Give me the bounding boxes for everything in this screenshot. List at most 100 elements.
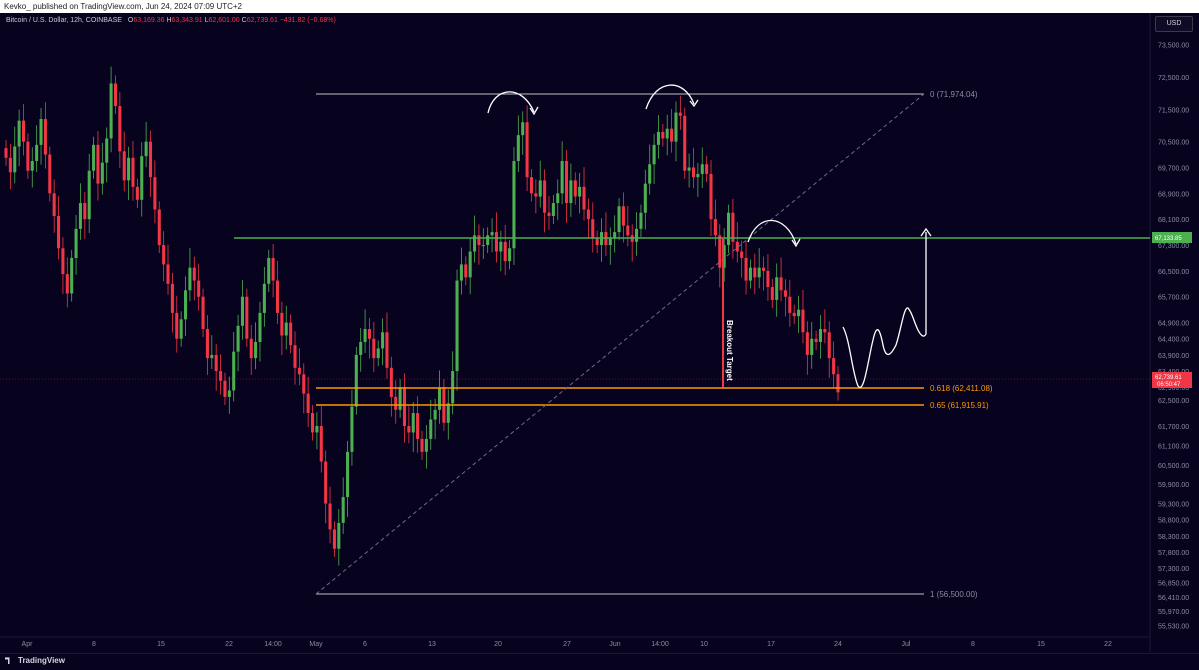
candle-body [473,235,477,252]
candle-body [26,141,30,171]
candle-body [621,206,625,226]
price-axis[interactable]: 73,500.00 72,500.00 71,500.00 70,500.00 69,7… [1158,43,1189,631]
y-tick-label: 58,300.00 [1158,534,1189,541]
y-tick-label: 65,700.00 [1158,295,1189,302]
candle-body [328,503,332,530]
candle-body [775,277,779,300]
candle-body [205,329,209,359]
candle-body [626,225,630,236]
fib-618-label: 0.618 (62,411.08) [930,384,993,393]
candle-body [709,173,713,220]
candle-body [744,257,748,281]
tradingview-brand: TradingView [18,656,65,665]
candle-body [306,393,310,414]
candle-body [433,409,437,420]
candle-body [748,267,752,281]
x-tick-label: 10 [700,641,708,648]
y-tick-label: 64,400.00 [1158,337,1189,344]
candle-body [534,193,538,197]
x-tick-label: 6 [363,641,367,648]
candle-body [394,396,398,410]
candle-body [766,270,770,288]
candle-body [402,387,407,426]
y-tick-label: 68,900.00 [1158,191,1189,198]
candle-body [722,245,726,268]
currency-button[interactable]: USD [1155,16,1193,32]
y-tick-label: 60,500.00 [1158,463,1189,470]
candle-body [236,325,240,352]
candle-body [179,319,183,339]
time-axis[interactable]: Apr 8 15 22 14:00 May 6 13 20 27 Jun 14:00 10 17 24 Jul… [22,641,1112,648]
x-tick-label: 20 [494,641,502,648]
candle-body [61,248,65,275]
projection-path [842,232,927,389]
candle-body [740,251,744,258]
publisher-bar: Kevko_ published on TradingView.com, Jun… [0,0,1199,13]
candle-body [674,112,678,142]
x-tick-label: 24 [834,641,842,648]
candle-body [350,406,354,452]
x-tick-label: May [309,641,323,648]
candle-body [153,177,157,210]
candle-body [184,290,188,320]
x-tick-label: 14:00 [264,641,282,648]
candle-body [753,267,757,278]
countdown-text: 06:50:47 [1157,382,1181,388]
candle-body [416,413,420,439]
candle-body [608,238,612,246]
candle-body [503,241,507,262]
candle-body [219,371,223,381]
y-tick-label: 62,900.00 [1158,385,1189,392]
candle-body [359,341,363,355]
candle-body [48,154,52,194]
candle-body [92,144,96,171]
candle-body [192,267,196,281]
candle-body [105,138,109,163]
candle-body [398,387,402,410]
candle-body [74,228,78,258]
candle-body [420,438,424,452]
y-tick-label: 56,850.00 [1158,581,1189,588]
candle-body [792,312,796,317]
candle-body [289,322,293,346]
candle-body [718,235,722,268]
candle-body [726,212,731,246]
open-value: 63,169.36 [133,17,165,24]
tradingview-logo[interactable]: TradingView [5,656,65,665]
candle-body [43,119,47,155]
candle-body [122,151,126,181]
y-tick-label: 57,300.00 [1158,566,1189,573]
drawings: 0 (71,974.04) 1 (56,500.00) 0.618 (62,41… [0,84,1192,599]
candle-body [652,144,656,165]
candle-body [797,309,801,317]
fib-trend-line [315,93,925,595]
candle-body [516,135,520,162]
candle-body [814,338,818,342]
ohlc-legend: Bitcoin / U.S. Dollar, 12h, COINBASE O63… [6,17,336,24]
high-label: H [166,17,172,24]
candle-body [113,83,118,107]
candle-body [818,329,823,342]
candle-body [490,232,494,236]
candle-body [486,235,490,246]
candle-body [87,170,91,220]
projection-arrowhead [920,227,932,237]
candle-body [591,219,595,239]
candle-body [783,290,787,297]
candle-body [656,131,660,145]
candle-body [757,267,761,278]
candle-body [381,332,385,349]
candle-body [770,287,774,300]
candle-body [267,257,271,284]
candle-body [551,203,555,216]
x-tick-label: 13 [428,641,436,648]
candle-body [613,232,617,239]
candle-body [70,257,74,294]
x-tick-label: 22 [225,641,233,648]
candle-body [595,238,599,246]
candle-body [249,338,253,359]
candle-body [78,203,82,229]
candle-body [429,419,433,439]
y-tick-label: 55,970.00 [1158,609,1189,616]
